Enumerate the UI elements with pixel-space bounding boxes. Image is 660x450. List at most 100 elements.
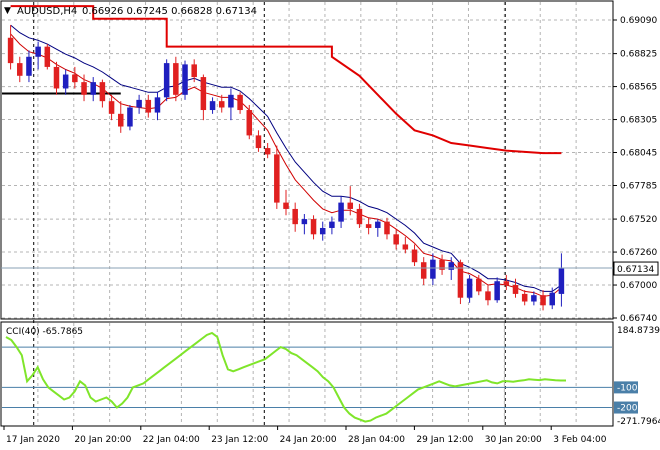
candle[interactable] — [531, 291, 537, 306]
candle[interactable] — [338, 196, 344, 228]
candle[interactable] — [558, 253, 565, 307]
candle[interactable] — [503, 274, 510, 291]
candle-body — [237, 94, 243, 111]
price-tick-label: 0.67000 — [620, 281, 657, 291]
price-tick-label: 0.68045 — [620, 149, 657, 159]
candle[interactable] — [319, 221, 326, 241]
indicator-tick-label: -200 — [617, 404, 638, 414]
candle-body — [540, 295, 546, 306]
candle[interactable] — [402, 236, 409, 254]
candle[interactable] — [365, 217, 372, 235]
time-tick-label: 20 Jan 20:00 — [74, 435, 131, 445]
candle[interactable] — [494, 277, 500, 303]
candle[interactable] — [512, 278, 519, 298]
chart-header-ohlc: 0.66926 0.67245 0.66828 0.67134 — [82, 6, 257, 17]
candle[interactable] — [108, 94, 115, 121]
candle[interactable] — [274, 145, 280, 209]
candle[interactable] — [292, 202, 298, 232]
candle[interactable] — [384, 217, 390, 240]
candle[interactable] — [62, 69, 69, 95]
candle[interactable] — [411, 244, 418, 267]
candle-body — [26, 56, 32, 76]
candle[interactable] — [301, 214, 308, 235]
candle-body — [292, 208, 298, 225]
candle[interactable] — [127, 104, 133, 131]
candle[interactable] — [237, 92, 243, 114]
candle[interactable] — [264, 143, 271, 159]
dropdown-arrow-icon[interactable]: ▼ — [4, 6, 11, 16]
indicator-axis[interactable]: 184.8739 -100 -200 -271.7964 — [614, 326, 660, 427]
candle[interactable] — [90, 77, 96, 102]
candle[interactable] — [521, 290, 528, 306]
cci-line — [5, 331, 566, 423]
candle-body — [218, 101, 225, 108]
indicator-panel[interactable] — [0, 321, 614, 427]
candle[interactable] — [182, 60, 188, 100]
candle[interactable] — [228, 88, 234, 121]
candle[interactable] — [17, 56, 23, 83]
candle-body — [90, 82, 96, 95]
chart-header-symbol: AUDUSD,H4 — [17, 6, 77, 17]
candle[interactable] — [356, 203, 363, 228]
candle[interactable] — [154, 92, 161, 121]
candle-body — [521, 293, 528, 302]
candle[interactable] — [99, 79, 106, 108]
price-tick-label: 0.69090 — [620, 16, 657, 26]
candle[interactable] — [118, 101, 124, 133]
time-tick-label: 3 Feb 04:00 — [553, 435, 607, 445]
candle[interactable] — [136, 94, 142, 114]
candle[interactable] — [420, 257, 427, 286]
candle[interactable] — [375, 219, 381, 237]
candle-body — [191, 64, 197, 78]
candle[interactable] — [255, 130, 262, 152]
indicator-tick-label: 184.8739 — [617, 326, 660, 336]
candle[interactable] — [218, 94, 225, 113]
candle[interactable] — [466, 274, 473, 303]
candle[interactable] — [448, 257, 454, 280]
candle-body — [411, 249, 418, 263]
candle[interactable] — [145, 94, 152, 118]
candle[interactable] — [549, 287, 555, 310]
main-grid — [2, 2, 612, 319]
candle-body — [476, 278, 482, 292]
candle[interactable] — [7, 25, 14, 70]
candle-body — [264, 148, 271, 155]
candle[interactable] — [393, 229, 399, 250]
candle-body — [274, 154, 280, 203]
candle[interactable] — [540, 290, 546, 311]
candle[interactable] — [163, 59, 170, 102]
candle[interactable] — [209, 97, 216, 114]
candle-body — [448, 262, 454, 270]
candle-body — [200, 77, 207, 111]
candle[interactable] — [457, 259, 464, 305]
candle[interactable] — [53, 61, 60, 95]
candle-body — [503, 281, 510, 286]
candle[interactable] — [44, 44, 51, 70]
time-axis[interactable]: 17 Jan 2020 20 Jan 20:00 22 Jan 04:00 23 Ja… — [3, 426, 607, 445]
price-axis[interactable]: 0.69090 0.68825 0.68565 0.68305 0.68045 0.677… — [613, 16, 657, 324]
candle-body — [466, 278, 473, 298]
candle[interactable] — [26, 50, 32, 83]
candlestick-series[interactable] — [7, 25, 565, 311]
candle[interactable] — [81, 74, 87, 102]
candle[interactable] — [200, 74, 207, 121]
candle[interactable] — [283, 189, 289, 216]
candle[interactable] — [191, 59, 197, 83]
candle-body — [338, 202, 344, 222]
candle[interactable] — [173, 56, 179, 102]
candle-body — [154, 97, 161, 113]
main-panel[interactable] — [0, 0, 614, 320]
candle-body — [531, 295, 537, 302]
indicator-tick-label: -100 — [617, 383, 638, 393]
candle[interactable] — [35, 41, 41, 70]
candle[interactable] — [430, 253, 436, 286]
candle[interactable] — [439, 254, 445, 275]
candle[interactable] — [485, 285, 491, 306]
candle[interactable] — [310, 215, 317, 240]
candle[interactable] — [476, 274, 482, 296]
candle[interactable] — [246, 104, 253, 140]
candle[interactable] — [72, 66, 78, 89]
candle[interactable] — [329, 216, 335, 235]
candle[interactable] — [347, 186, 354, 216]
